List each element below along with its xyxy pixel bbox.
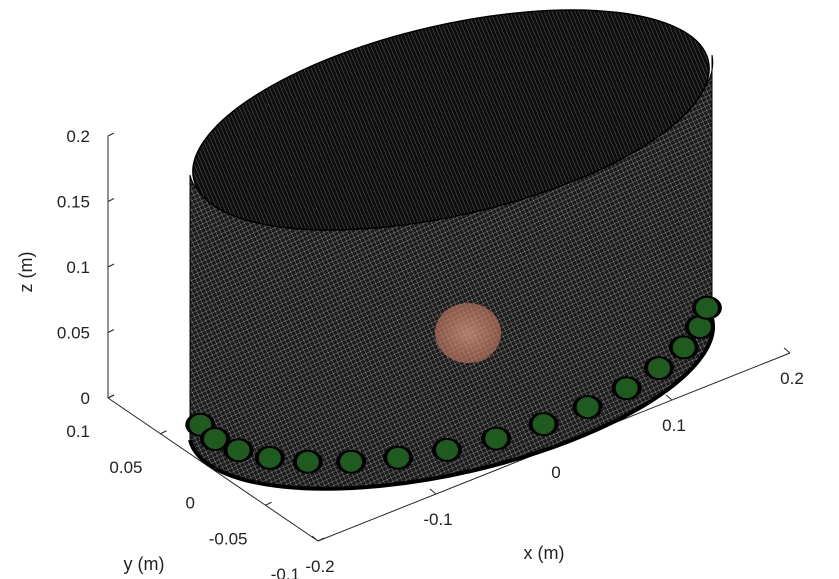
z-tick-label: 0.05 (57, 324, 90, 343)
electrode (204, 429, 226, 449)
x-tick-label: 0.2 (780, 369, 804, 388)
electrode-ring (185, 295, 722, 474)
z-tick-label: 0 (81, 389, 90, 408)
electrode (340, 451, 363, 472)
z-tick-mark (107, 198, 115, 202)
x-tick-label: 0.1 (662, 416, 686, 435)
z-axis-label: z (m) (16, 252, 36, 293)
z-tick-label: 0.2 (66, 127, 90, 146)
electrode (532, 414, 555, 435)
x-tick-label: -0.2 (305, 557, 334, 576)
x-axis-ticks: -0.2 -0.1 0 0.1 0.2 (305, 347, 804, 576)
y-tick-label: 0 (186, 494, 195, 513)
electrode (296, 451, 319, 472)
x-tick-mark (783, 347, 791, 354)
cylinder-top (192, 9, 710, 231)
electrode (387, 447, 410, 468)
x-tick-mark (547, 441, 555, 448)
z-axis-ticks: 0 0.05 0.1 0.15 0.2 (57, 127, 115, 408)
y-tick-label: -0.05 (209, 529, 248, 548)
y-tick-mark (212, 466, 220, 470)
electrode (485, 428, 508, 449)
z-tick-mark (107, 263, 115, 268)
x-axis-label: x (m) (524, 543, 565, 563)
z-tick-mark (107, 329, 115, 333)
y-tick-mark (160, 430, 167, 435)
electrode (695, 297, 718, 318)
y-tick-mark (317, 537, 325, 542)
y-axis-label: y (m) (124, 554, 165, 574)
y-tick-mark (265, 501, 272, 506)
electrode (227, 440, 250, 461)
z-tick-mark (107, 132, 115, 137)
electrode (648, 358, 670, 379)
z-tick-label: 0.15 (57, 193, 90, 212)
x-tick-mark (429, 488, 437, 495)
inclusion-sphere (435, 303, 501, 363)
bottom-rim (188, 317, 716, 491)
electrode (672, 337, 695, 358)
electrode (258, 447, 281, 468)
electrode (688, 317, 711, 338)
y-tick-label: -0.1 (271, 565, 300, 579)
electrode (576, 397, 599, 418)
z-tick-label: 0.1 (66, 258, 90, 277)
y-tick-mark (107, 394, 115, 399)
y-axis-ticks: -0.1 -0.05 0 0.05 0.1 (66, 394, 325, 579)
x-tick-mark (311, 535, 319, 542)
x-tick-label: 0 (551, 463, 560, 482)
electrode (615, 378, 638, 399)
x-tick-label: -0.1 (423, 510, 452, 529)
y-tick-label: 0.1 (66, 422, 90, 441)
x-tick-mark (665, 394, 673, 401)
cylinder-mesh (188, 9, 716, 491)
electrode (436, 439, 458, 460)
y-tick-label: 0.05 (109, 458, 142, 477)
